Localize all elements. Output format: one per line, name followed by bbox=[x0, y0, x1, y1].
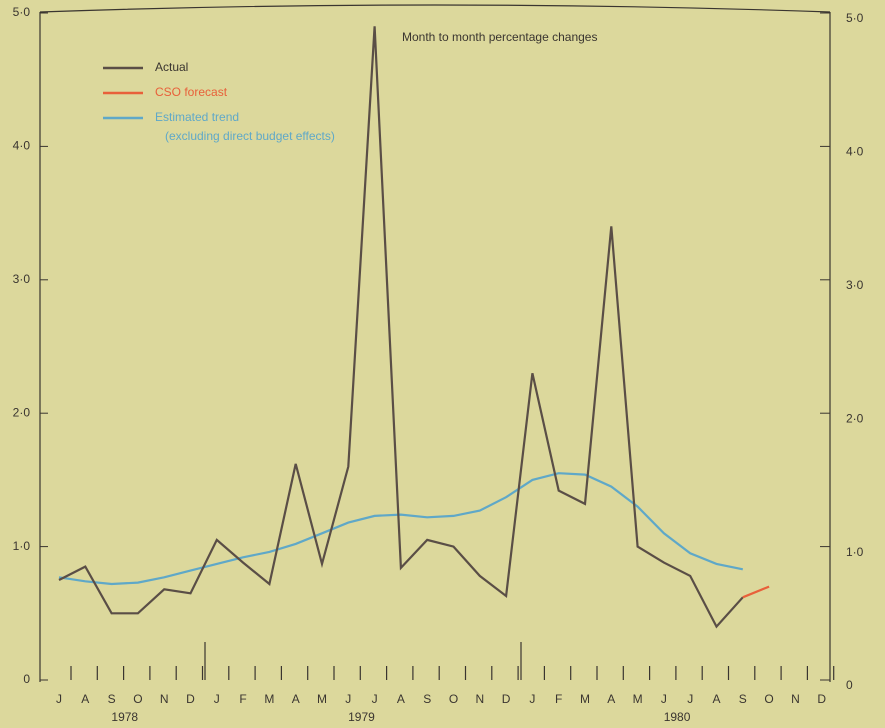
x-tick-label: J bbox=[661, 692, 667, 706]
x-tick-label: N bbox=[160, 692, 169, 706]
x-tick-label: A bbox=[607, 692, 615, 706]
frame-top bbox=[39, 4, 831, 13]
y-tick-label: 4·0 bbox=[13, 139, 31, 153]
x-tick-label: J bbox=[687, 692, 693, 706]
x-tick-label: J bbox=[372, 692, 378, 706]
x-tick-label: A bbox=[397, 692, 405, 706]
y-tick-label: 3·0 bbox=[13, 272, 31, 286]
legend-label: Actual bbox=[155, 60, 188, 74]
x-tick-label: O bbox=[449, 692, 458, 706]
x-tick-label: N bbox=[475, 692, 484, 706]
x-tick-label: D bbox=[186, 692, 195, 706]
y-tick-label: 0 bbox=[23, 672, 30, 686]
year-label: 1978 bbox=[111, 710, 138, 724]
y2-tick-label: 5·0 bbox=[846, 11, 864, 25]
x-tick-label: A bbox=[292, 692, 300, 706]
y-tick-label: 1·0 bbox=[13, 539, 31, 553]
x-tick-label: S bbox=[739, 692, 747, 706]
y-tick-label: 2·0 bbox=[13, 405, 31, 419]
x-tick-label: A bbox=[712, 692, 720, 706]
x-tick-label: M bbox=[317, 692, 327, 706]
y2-tick-label: 2·0 bbox=[846, 411, 864, 425]
year-label: 1979 bbox=[348, 710, 375, 724]
x-tick-label: J bbox=[529, 692, 535, 706]
legend-note: (excluding direct budget effects) bbox=[165, 129, 335, 143]
x-tick-label: J bbox=[214, 692, 220, 706]
y2-tick-label: 4·0 bbox=[846, 145, 864, 159]
x-tick-label: M bbox=[633, 692, 643, 706]
x-tick-label: O bbox=[764, 692, 773, 706]
x-tick-label: A bbox=[81, 692, 89, 706]
y2-tick-label: 0 bbox=[846, 678, 853, 692]
x-tick-label: F bbox=[555, 692, 562, 706]
y-tick-label: 5·0 bbox=[13, 5, 31, 19]
series-line bbox=[58, 472, 744, 586]
legend-label: CSO forecast bbox=[155, 85, 228, 99]
y2-tick-label: 3·0 bbox=[846, 278, 864, 292]
x-tick-label: J bbox=[345, 692, 351, 706]
x-tick-label: M bbox=[580, 692, 590, 706]
x-tick-label: S bbox=[423, 692, 431, 706]
x-tick-label: S bbox=[108, 692, 116, 706]
annotation: Month to month percentage changes bbox=[402, 30, 597, 44]
x-tick-label: D bbox=[502, 692, 511, 706]
legend-label: Estimated trend bbox=[155, 110, 239, 124]
x-tick-label: M bbox=[264, 692, 274, 706]
y2-tick-label: 1·0 bbox=[846, 545, 864, 559]
x-tick-label: F bbox=[239, 692, 246, 706]
x-tick-label: N bbox=[791, 692, 800, 706]
series-line bbox=[742, 585, 770, 599]
x-tick-label: O bbox=[133, 692, 142, 706]
series-line bbox=[58, 26, 744, 629]
year-label: 1980 bbox=[664, 710, 691, 724]
x-tick-label: J bbox=[56, 692, 62, 706]
x-tick-label: D bbox=[817, 692, 826, 706]
